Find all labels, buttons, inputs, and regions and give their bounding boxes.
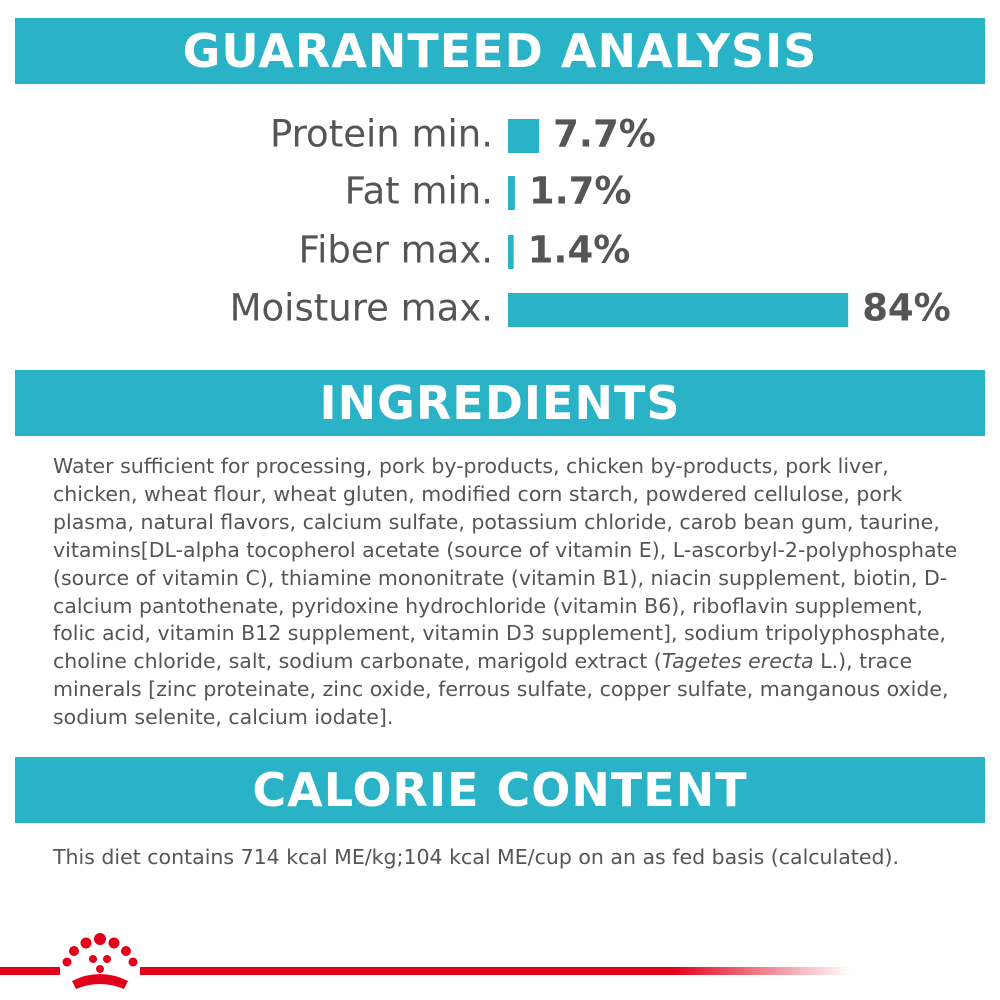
- ingredients-text: Water sufficient for processing, pork by…: [53, 453, 968, 732]
- value-label: 84%: [862, 287, 951, 330]
- logo: [0, 933, 850, 989]
- section-header: INGREDIENTS: [15, 370, 985, 436]
- text: L.), trace minerals [zinc proteinate, zi…: [53, 649, 949, 730]
- analysis-chart: Protein min. 7.7% Fat min. 1.7% Fiber max. 1.…: [230, 113, 951, 330]
- bar: [508, 176, 515, 210]
- logo-line: [0, 967, 60, 975]
- text: Water sufficient for processing, pork by…: [53, 454, 958, 674]
- row-label: Protein min.: [270, 113, 493, 156]
- section-header: CALORIE CONTENT: [15, 757, 985, 823]
- calorie-text: This diet contains 714 kcal ME/kg;104 kc…: [53, 845, 899, 869]
- bar: [508, 293, 849, 327]
- row-label: Fiber max.: [299, 229, 493, 272]
- value-label: 1.4%: [528, 229, 631, 272]
- value-label: 1.7%: [529, 170, 632, 213]
- row-label: Fat min.: [345, 170, 493, 213]
- bar: [508, 119, 540, 153]
- text: Tagetes erecta: [661, 649, 814, 674]
- section-header: GUARANTEED ANALYSIS: [15, 18, 985, 84]
- row-label: Moisture max.: [230, 287, 493, 330]
- bar: [508, 235, 514, 269]
- crown: [62, 933, 138, 989]
- logo-line: [140, 967, 850, 975]
- value-label: 7.7%: [553, 113, 656, 156]
